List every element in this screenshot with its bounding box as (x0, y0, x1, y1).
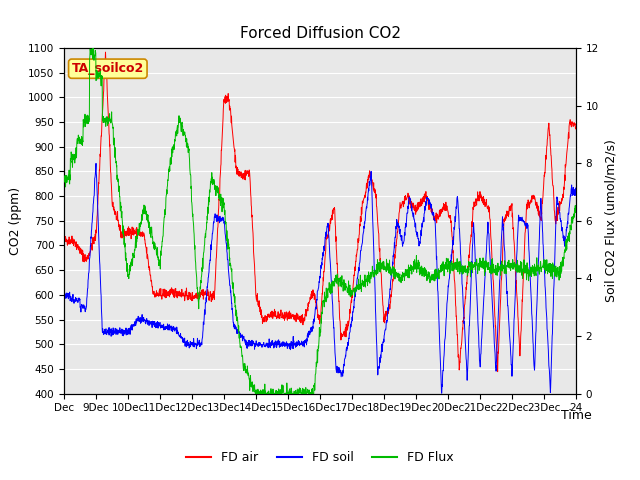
Text: Forced Diffusion CO2: Forced Diffusion CO2 (239, 26, 401, 41)
Y-axis label: Soil CO2 Flux (umol/m2/s): Soil CO2 Flux (umol/m2/s) (605, 139, 618, 302)
Y-axis label: CO2 (ppm): CO2 (ppm) (10, 187, 22, 255)
Text: TA_soilco2: TA_soilco2 (72, 62, 144, 75)
Legend: FD air, FD soil, FD Flux: FD air, FD soil, FD Flux (181, 446, 459, 469)
Text: Time: Time (561, 408, 591, 422)
